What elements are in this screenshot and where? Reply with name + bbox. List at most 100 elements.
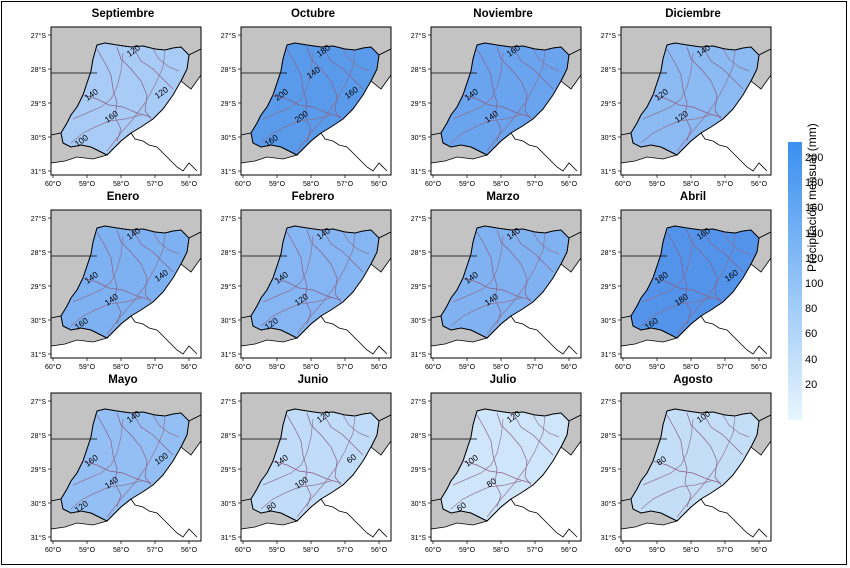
legend-title: Precipitación mensual (mm) (805, 123, 819, 272)
map-panel: Junio 120 140 100 80 60 27°S 28°S 29°S 30°S 31°S 60… (203, 374, 393, 557)
contour-line (642, 235, 694, 303)
lat-tick-label: 27°S (411, 32, 427, 40)
map-panel: Diciembre 140 120 120 27°S 28°S 29°S 30°S 31°S 60… (583, 8, 773, 191)
lat-tick-label: 28°S (221, 66, 237, 74)
lat-tick-label: 28°S (601, 249, 617, 257)
lon-tick-label: 59°O (459, 546, 476, 554)
contour-line (296, 50, 356, 152)
legend-tick-label: 200 (805, 152, 824, 164)
contour-line (532, 231, 560, 255)
lon-tick-label: 59°O (269, 546, 286, 554)
lat-tick-label: 29°S (411, 466, 427, 474)
river-line (686, 229, 722, 303)
contour-line (106, 50, 166, 152)
lon-tick-label: 57°O (527, 546, 544, 554)
lat-tick-label: 29°S (221, 100, 237, 108)
map-panel: Agosto 100 80 27°S 28°S 29°S 30°S 31°S 60°O 59°O 5… (583, 374, 773, 557)
lon-tick-label: 58°O (493, 180, 510, 188)
contour-line (486, 233, 546, 335)
lat-tick-label: 27°S (601, 398, 617, 406)
river-line (702, 229, 744, 273)
lon-tick-label: 60°O (45, 546, 62, 554)
lon-tick-label: 59°O (459, 363, 476, 371)
lat-tick-label: 28°S (31, 432, 47, 440)
lon-tick-label: 60°O (235, 180, 252, 188)
lat-tick-label: 31°S (601, 351, 617, 359)
legend-tick-label: 100 (805, 278, 824, 290)
lat-tick-label: 30°S (221, 317, 237, 325)
contour-line (676, 416, 736, 518)
panel-title: Julio (489, 374, 517, 386)
lon-tick-label: 56°O (371, 180, 388, 188)
contour-line (70, 114, 142, 144)
contour-line (342, 231, 370, 255)
river-line (132, 229, 174, 273)
lat-tick-label: 31°S (411, 168, 427, 176)
lon-tick-label: 56°O (751, 546, 768, 554)
lat-tick-label: 31°S (601, 168, 617, 176)
river-line (462, 94, 532, 118)
entre-rios-border (676, 132, 768, 172)
precipitation-map: 18020020016016014027°S28°S29°S30°S31°S60… (221, 26, 392, 188)
lat-tick-label: 31°S (411, 351, 427, 359)
lat-tick-label: 30°S (601, 500, 617, 508)
lat-tick-label: 28°S (411, 432, 427, 440)
river-line (686, 46, 722, 120)
lat-tick-label: 28°S (411, 66, 427, 74)
lon-tick-label: 58°O (113, 546, 130, 554)
entre-rios-border (296, 315, 388, 355)
river-line (82, 277, 152, 301)
lat-tick-label: 28°S (221, 249, 237, 257)
contour-line (152, 48, 180, 72)
lon-tick-label: 60°O (235, 363, 252, 371)
lon-tick-label: 57°O (337, 546, 354, 554)
map-panel: Mayo 140 160 140 120 100 27°S 28°S 29°S 30°S 31°S 6… (13, 374, 203, 557)
lon-tick-label: 56°O (181, 180, 198, 188)
river-line (666, 48, 692, 142)
lon-tick-label: 57°O (527, 180, 544, 188)
panel-title: Diciembre (665, 8, 721, 20)
lat-tick-label: 31°S (221, 168, 237, 176)
river-line (286, 231, 312, 325)
lon-tick-label: 59°O (79, 546, 96, 554)
river-line (476, 48, 502, 142)
lat-tick-label: 28°S (31, 66, 47, 74)
contour-line (642, 52, 694, 120)
river-line (652, 460, 722, 484)
lon-tick-label: 58°O (303, 363, 320, 371)
map-border (50, 392, 202, 542)
legend-tick-label: 60 (805, 328, 818, 341)
lat-tick-label: 28°S (411, 249, 427, 257)
lon-tick-label: 60°O (425, 546, 442, 554)
lon-tick-label: 57°O (337, 180, 354, 188)
contour-line (452, 235, 504, 303)
entre-rios-border (106, 498, 198, 538)
river-line (96, 414, 122, 508)
river-line (306, 412, 342, 486)
color-legend: 200 180 160 140 120 100 80 60 40 20 Precipitación… (785, 123, 845, 422)
contour-line (642, 418, 694, 486)
lon-tick-label: 58°O (683, 546, 700, 554)
river-line (476, 414, 502, 508)
map-panel: Noviembre 160 140 140 27°S 28°S 29°S 30°S 31°S 60… (393, 8, 583, 191)
lon-tick-label: 56°O (561, 546, 578, 554)
lon-tick-label: 58°O (303, 546, 320, 554)
lat-tick-label: 29°S (411, 100, 427, 108)
lat-tick-label: 27°S (601, 32, 617, 40)
map-panel: Octubre 180 200 200 160 160 140 27°S 28°S 29°S 30°… (203, 8, 393, 191)
lon-tick-label: 60°O (235, 546, 252, 554)
lat-tick-label: 27°S (221, 32, 237, 40)
lat-tick-label: 27°S (31, 32, 47, 40)
lat-tick-label: 29°S (31, 100, 47, 108)
river-line (306, 229, 342, 303)
lon-tick-label: 59°O (269, 363, 286, 371)
lat-tick-label: 30°S (411, 500, 427, 508)
lat-tick-label: 29°S (411, 283, 427, 291)
lat-tick-label: 29°S (31, 466, 47, 474)
entre-rios-border (296, 132, 388, 172)
lat-tick-label: 30°S (601, 317, 617, 325)
